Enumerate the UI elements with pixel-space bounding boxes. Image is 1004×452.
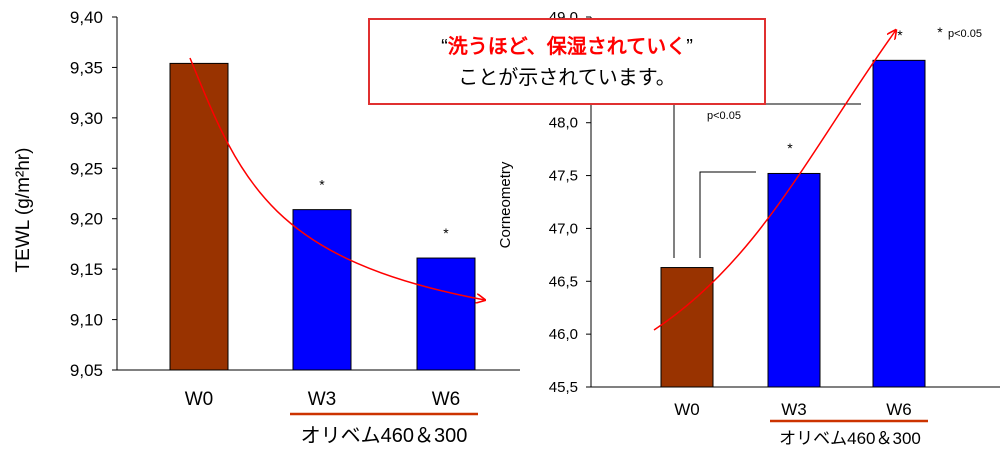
tewl-x-tick-w6: W6 bbox=[432, 389, 461, 410]
tewl-y-tick-label: 9,25 bbox=[70, 159, 103, 178]
significance-star-legend: * bbox=[937, 24, 943, 40]
p-value-label-w3: p<0.05 bbox=[707, 110, 741, 122]
tewl-bars bbox=[169, 62, 476, 371]
corneometry-bar-w0 bbox=[660, 267, 714, 388]
corneometry-y-tick-label: 46,5 bbox=[549, 273, 578, 290]
corneometry-x-tick-w3: W3 bbox=[781, 400, 807, 419]
corneometry-y-tick-label: 46,0 bbox=[549, 326, 578, 343]
corneometry-bars bbox=[660, 59, 926, 388]
corneometry-x-tick-w0: W0 bbox=[674, 400, 700, 419]
corneometry-y-axis-label: Corneometry bbox=[497, 161, 514, 248]
corneometry-group-label: オリベム460＆300 bbox=[779, 429, 921, 447]
corneometry-bar-w3 bbox=[767, 172, 821, 388]
corneometry-y-tick-label: 48,0 bbox=[549, 115, 578, 132]
corneometry-y-tick-label: 45,5 bbox=[549, 379, 578, 396]
tewl-significance-star-w6: * bbox=[443, 225, 449, 241]
tewl-y-tick-label: 9,05 bbox=[70, 361, 103, 380]
tewl-y-ticks: 9,40 9,35 9,30 9,25 9,20 9,15 9,10 9,05 bbox=[70, 8, 117, 380]
corneometry-trend-arrow bbox=[653, 30, 896, 331]
callout-line-1: “洗うほど、保湿されていく” bbox=[441, 35, 693, 58]
tewl-x-tick-w3: W3 bbox=[308, 389, 337, 410]
corneometry-chart: 49,048,047,547,046,546,045,5 W0 W3 W6 Co… bbox=[497, 9, 1000, 448]
tewl-bar-w0 bbox=[169, 62, 229, 371]
tewl-bar-w6 bbox=[416, 257, 476, 371]
tewl-y-tick-label: 9,35 bbox=[70, 58, 103, 77]
tewl-y-tick-label: 9,15 bbox=[70, 260, 103, 279]
callout-highlight: 洗うほど、保湿されていく bbox=[448, 35, 686, 58]
tewl-chart: 9,409,359,309,259,209,159,109,05 ** W0 W… bbox=[13, 8, 520, 447]
significance-star-w3: * bbox=[787, 140, 793, 156]
tewl-trend-arrow bbox=[189, 57, 485, 300]
callout-quote-close: ” bbox=[686, 36, 693, 58]
tewl-bar-w3 bbox=[292, 209, 352, 371]
tewl-significance-star-w3: * bbox=[319, 177, 325, 193]
corneometry-y-tick-label: 47,0 bbox=[549, 220, 578, 237]
tewl-y-tick-label: 9,20 bbox=[70, 210, 103, 229]
tewl-significance-marks: ** bbox=[319, 177, 449, 241]
w0-w6-bracket bbox=[699, 171, 756, 258]
callout-frame bbox=[368, 18, 766, 105]
tewl-x-tick-w0: W0 bbox=[185, 389, 214, 410]
tewl-y-axis-label: TEWL (g/m²hr) bbox=[13, 148, 34, 273]
tewl-y-tick-label: 9,10 bbox=[70, 311, 103, 330]
corneometry-y-tick-label: 47,5 bbox=[549, 168, 578, 185]
tewl-y-tick-label: 9,30 bbox=[70, 109, 103, 128]
callout-quote-open: “ bbox=[441, 36, 448, 58]
tewl-group-label: オリベム460＆300 bbox=[301, 425, 468, 447]
corneometry-y-ticks: 49,048,047,547,046,546,045,5 bbox=[549, 9, 591, 396]
callout-box: “洗うほど、保湿されていく” ことが示されています。 bbox=[368, 18, 766, 105]
tewl-y-tick-label: 9,40 bbox=[70, 8, 103, 27]
corneometry-bar-w6 bbox=[872, 59, 926, 388]
p-value-label-legend: p<0.05 bbox=[948, 28, 982, 40]
corneometry-x-tick-w6: W6 bbox=[886, 400, 912, 419]
callout-line-2: ことが示されています。 bbox=[458, 66, 675, 89]
significance-star-w6: * bbox=[897, 27, 903, 43]
